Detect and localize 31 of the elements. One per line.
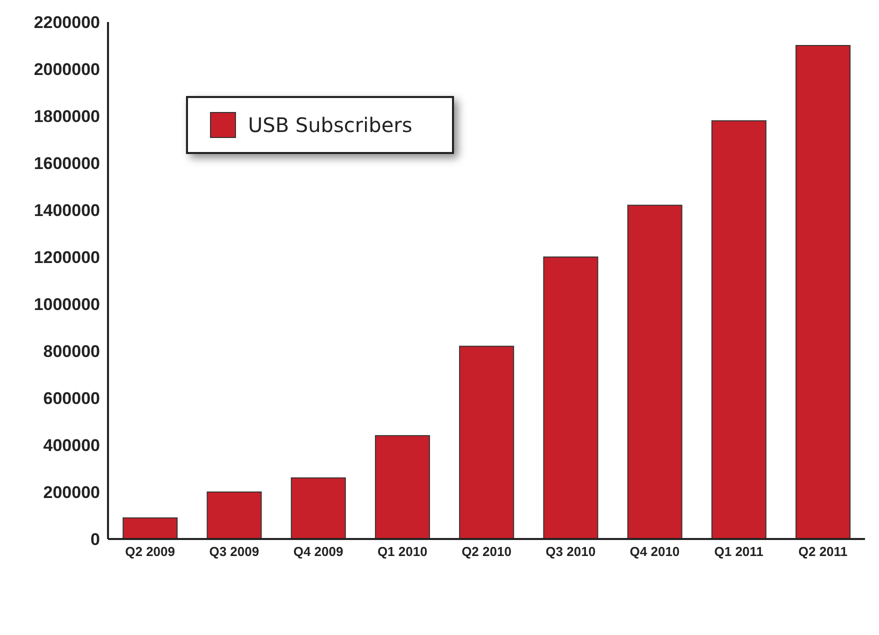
bar xyxy=(122,517,178,539)
x-tick-label: Q3 2009 xyxy=(209,544,260,560)
bar xyxy=(459,346,514,539)
x-tick-label: Q1 2010 xyxy=(377,544,428,560)
y-tick-label: 400000 xyxy=(43,436,100,456)
y-tick-label: 1000000 xyxy=(34,295,100,314)
y-tick-label: 2000000 xyxy=(34,60,100,80)
y-tick-label: 600000 xyxy=(43,389,100,408)
bar xyxy=(543,256,598,539)
y-tick-label: 0 xyxy=(90,530,100,550)
bar xyxy=(627,204,682,539)
x-tick-label: Q4 2010 xyxy=(630,544,680,560)
x-tick-label: Q3 2010 xyxy=(546,544,596,560)
y-tick-label: 1600000 xyxy=(34,154,100,174)
legend-label: USB Subscribers xyxy=(248,113,412,137)
bar xyxy=(290,477,346,539)
x-tick-label: Q4 2009 xyxy=(293,544,344,560)
bar xyxy=(796,45,851,539)
bar xyxy=(206,492,262,539)
y-tick-label: 1200000 xyxy=(34,248,100,268)
y-tick-label: 1800000 xyxy=(34,107,100,126)
x-tick-label: Q1 2011 xyxy=(714,544,764,560)
y-tick-label: 200000 xyxy=(43,483,100,502)
y-tick-label: 800000 xyxy=(43,342,100,362)
x-tick-label: Q2 2011 xyxy=(798,544,848,560)
y-tick-label: 1400000 xyxy=(34,201,100,220)
x-tick-label: Q2 2009 xyxy=(125,544,175,560)
bar xyxy=(374,435,430,539)
x-tick-label: Q2 2010 xyxy=(462,544,512,560)
bar xyxy=(711,120,766,539)
y-tick-label: 2200000 xyxy=(34,13,100,32)
